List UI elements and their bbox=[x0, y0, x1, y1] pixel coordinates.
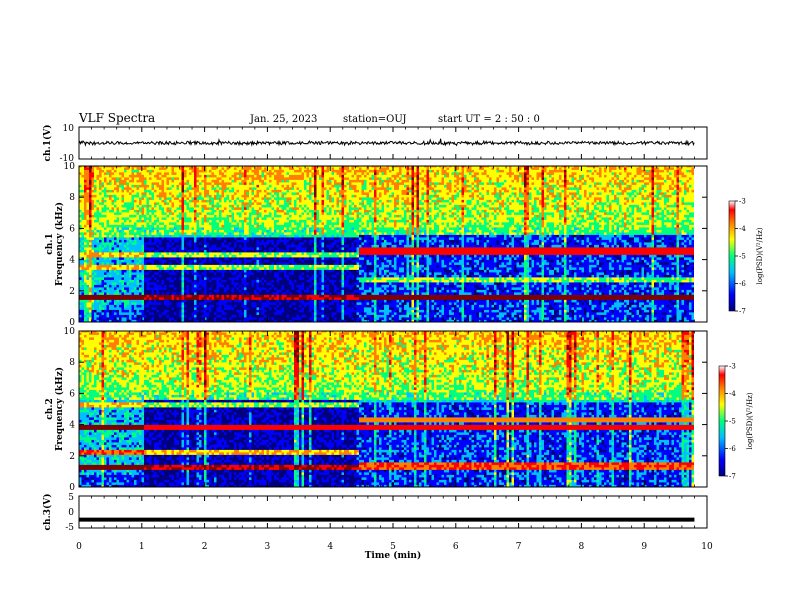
ch2-spectrogram-ylabel-channel: ch.2 bbox=[45, 398, 55, 419]
start-time-label: start UT = 2 : 50 : 0 bbox=[438, 114, 540, 125]
cb1ticks-label: -6 bbox=[739, 280, 746, 288]
ch1-colorbar-gradient bbox=[728, 200, 736, 312]
ch1-spectrogram-ylabel-channel: ch.1 bbox=[45, 233, 55, 254]
station-label: station=OUJ bbox=[343, 114, 407, 125]
ch1-spectrogram-ylabel: Frequency (kHz) bbox=[54, 202, 65, 286]
spec1-ytick: 2 bbox=[69, 287, 75, 297]
ch1-waveform-trace bbox=[78, 137, 695, 147]
spec2-ytick: 4 bbox=[69, 421, 75, 431]
ch2-spectrogram-ylabel: Frequency (kHz) bbox=[54, 367, 65, 451]
figure-title: VLF Spectra bbox=[78, 111, 155, 125]
spec2-ytick: 6 bbox=[69, 389, 75, 399]
cb2ticks-label: -4 bbox=[729, 390, 736, 398]
cb1ticks-label: -3 bbox=[739, 198, 746, 206]
ch1-spectrogram-panel: 0 2 4 6 8 10 ch.1 Frequency (kHz) bbox=[45, 162, 708, 328]
ch1-spectrogram-image bbox=[79, 166, 694, 322]
ch3-waveform-ylabel: ch.3(V) bbox=[42, 494, 53, 531]
cb1ticks-label: -4 bbox=[739, 225, 746, 233]
x-tick-label: 5 bbox=[390, 542, 396, 552]
ch3-ytick-top: 5 bbox=[68, 493, 74, 503]
cb2ticks-label: -3 bbox=[729, 363, 736, 371]
spec1-ytick: 4 bbox=[69, 256, 75, 266]
spec2-ytick: 0 bbox=[69, 483, 75, 493]
spec1-ytick: 0 bbox=[69, 318, 75, 328]
spec2-ytick: 10 bbox=[64, 327, 76, 337]
x-axis-label: Time (min) bbox=[365, 550, 422, 561]
cb2ticks-label: -6 bbox=[729, 445, 736, 453]
cb2ticks-label: -5 bbox=[729, 418, 736, 426]
spec1-ytick: 10 bbox=[64, 162, 76, 172]
ch1-colorbar: -3 -4 -5 -6 -7 log(PSD)(V²/Hz) bbox=[728, 198, 764, 316]
cb2ticks-label: -7 bbox=[729, 473, 736, 481]
cb1ticks-label: -7 bbox=[739, 308, 746, 316]
x-tick-label: 10 bbox=[701, 542, 713, 552]
x-tick-label: 9 bbox=[641, 542, 647, 552]
x-tick-label: 0 bbox=[76, 542, 82, 552]
ch3-ytick-bottom: -5 bbox=[65, 523, 74, 533]
cb1ticks-label: -5 bbox=[739, 253, 746, 261]
ch1-ytick-top: 10 bbox=[63, 124, 75, 134]
ch1-colorbar-label: log(PSD)(V²/Hz) bbox=[756, 227, 764, 284]
x-tick-label: 7 bbox=[516, 542, 522, 552]
ch2-colorbar-gradient bbox=[718, 365, 726, 477]
ch2-spectrogram-panel: 0 2 4 6 8 10 ch.2 Frequency (kHz) bbox=[45, 327, 708, 493]
x-tick-label: 2 bbox=[202, 542, 208, 552]
ch3-ytick-zero: 0 bbox=[68, 508, 74, 518]
ch1-waveform-ylabel: ch.1(V) bbox=[42, 125, 53, 162]
ch1-ytick-bottom: -10 bbox=[60, 154, 75, 164]
ch2-colorbar: -3 -4 -5 -6 -7 log(PSD)(V²/Hz) bbox=[718, 363, 754, 481]
spec1-ytick: 8 bbox=[69, 193, 75, 203]
spec2-ytick: 8 bbox=[69, 358, 75, 368]
x-tick-label: 6 bbox=[453, 542, 459, 552]
date-label: Jan. 25, 2023 bbox=[249, 114, 317, 125]
ch2-colorbar-label: log(PSD)(V²/Hz) bbox=[746, 392, 754, 449]
x-tick-label: 4 bbox=[327, 542, 333, 552]
x-tick-label: 8 bbox=[579, 542, 585, 552]
spec2-ytick: 2 bbox=[69, 452, 75, 462]
x-tick-label: 1 bbox=[139, 542, 145, 552]
spec1-ytick: 6 bbox=[69, 224, 75, 234]
ch2-spectrogram-image bbox=[79, 331, 694, 487]
x-tick-label: 3 bbox=[265, 542, 271, 552]
